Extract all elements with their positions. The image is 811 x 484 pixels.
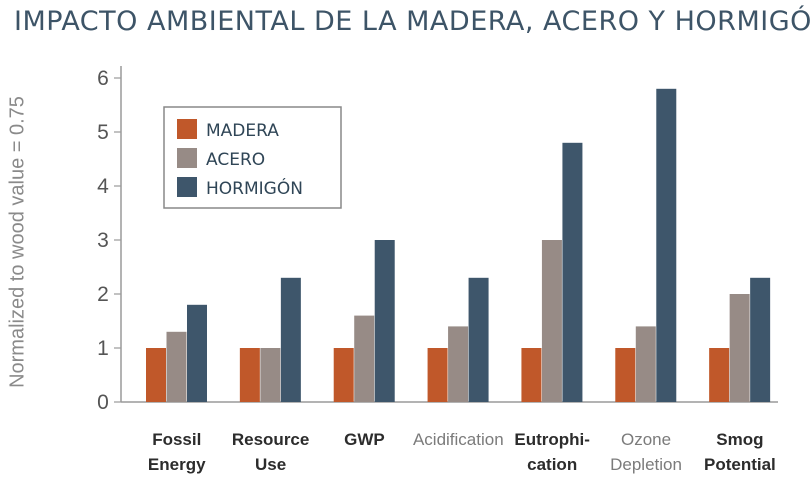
y-tick-label: 1 (97, 337, 109, 360)
y-tick-label: 0 (97, 391, 109, 414)
bar-madera (239, 348, 260, 402)
x-tick-label: Use (255, 455, 286, 474)
bar-madera (615, 348, 636, 402)
x-tick-label: Potential (704, 455, 776, 474)
legend: MADERA ACERO HORMIGÓN (163, 106, 342, 209)
x-tick-label: Acidification (413, 430, 504, 449)
y-tick-label: 4 (97, 175, 109, 198)
bar-acero (448, 326, 469, 402)
bar-acero (166, 331, 187, 402)
y-tick-label: 2 (97, 283, 109, 306)
legend-swatch-madera (177, 119, 197, 139)
x-tick-label: Eutrophi- (514, 430, 590, 449)
y-tick-label: 6 (97, 67, 109, 90)
bar-hormigón (468, 277, 489, 402)
x-tick-label: GWP (344, 430, 385, 449)
legend-label-madera: MADERA (206, 121, 279, 141)
bar-hormigón (374, 240, 395, 402)
legend-swatch-acero (177, 148, 197, 168)
bar-acero (260, 348, 281, 402)
bar-madera (333, 348, 354, 402)
x-tick-label: cation (527, 455, 577, 474)
chart-title: IMPACTO AMBIENTAL DE LA MADERA, ACERO Y … (14, 6, 811, 37)
x-tick-label: Smog (716, 430, 763, 449)
y-tick-label: 3 (97, 229, 109, 252)
bar-madera (146, 348, 166, 402)
bar-hormigón (562, 142, 583, 403)
bar-hormigón (656, 88, 677, 403)
bar-hormigón (280, 277, 301, 402)
x-tick-label: Depletion (610, 455, 682, 474)
bar-madera (709, 348, 730, 402)
x-tick-label: Fossil (152, 430, 201, 449)
x-tick-label: Resource (232, 430, 309, 449)
bar-acero (729, 294, 750, 402)
bar-hormigón (750, 277, 771, 402)
bar-acero (635, 326, 656, 402)
bar-madera (427, 348, 448, 402)
legend-label-acero: ACERO (206, 150, 265, 170)
legend-swatch-hormigón (177, 177, 197, 197)
x-tick-label: Energy (148, 455, 206, 474)
bar-madera (521, 348, 542, 402)
bar-hormigón (187, 304, 207, 402)
legend-label-hormigón: HORMIGÓN (206, 177, 303, 199)
y-tick-label: 5 (97, 121, 109, 144)
x-tick-label: Ozone (621, 430, 671, 449)
bar-acero (354, 315, 375, 402)
bar-acero (541, 240, 562, 402)
